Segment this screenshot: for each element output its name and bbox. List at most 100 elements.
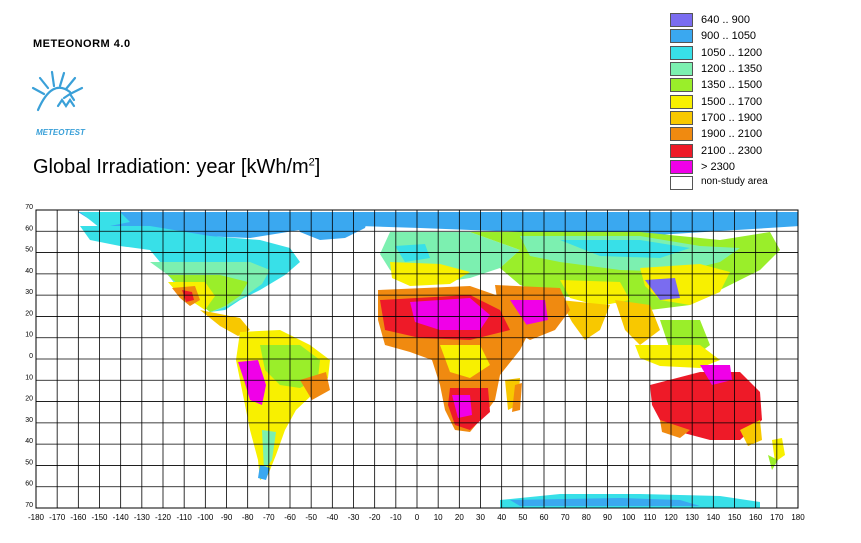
legend-item: 1050 .. 1200 (670, 45, 810, 61)
title-superscript: 2 (308, 156, 315, 169)
legend-swatch (670, 94, 693, 109)
latitude-label: 50 (25, 459, 33, 466)
longitude-label: 0 (415, 513, 420, 522)
legend-label: > 2300 (701, 160, 735, 173)
legend-item: 1350 .. 1500 (670, 77, 810, 93)
latitude-label: 60 (25, 481, 33, 488)
longitude-label: -60 (284, 513, 296, 522)
longitude-labels: -180 -170 -160 -150 -140 -130 -120 -110 -100 -90-… (28, 513, 805, 522)
longitude-label: 160 (749, 513, 763, 522)
brand-label: METEONORM 4.0 (33, 38, 131, 50)
longitude-label: -90 (221, 513, 233, 522)
longitude-label: 70 (561, 513, 570, 522)
legend-label: non-study area (701, 175, 768, 187)
sun-logo-icon (31, 70, 84, 112)
legend-swatch (670, 78, 693, 93)
legend-item: 900 .. 1050 (670, 28, 810, 44)
legend-swatch (670, 110, 693, 125)
latitude-labels: 70 60 50 40 30 20 10 0 10 20 30 40 50 60 70 (25, 204, 33, 509)
title-close: ] (314, 156, 321, 178)
legend-item: > 2300 (670, 159, 810, 175)
legend-swatch (670, 127, 693, 142)
longitude-label: 150 (728, 513, 742, 522)
legend-label: 1700 .. 1900 (701, 111, 763, 124)
legend-label: 1500 .. 1700 (701, 95, 763, 108)
latitude-label: 10 (25, 374, 33, 381)
latitude-label: 40 (25, 438, 33, 445)
legend-label: 1900 .. 2100 (701, 128, 763, 141)
map-title: Global Irradiation: year [kWh/m2] (33, 156, 320, 179)
legend-swatch (670, 159, 693, 174)
latitude-label: 70 (25, 502, 33, 509)
legend-label: 1350 .. 1500 (701, 79, 763, 92)
longitude-label: -160 (70, 513, 87, 522)
legend-label: 640 .. 900 (701, 14, 750, 27)
longitude-label: -20 (369, 513, 381, 522)
longitude-label: 50 (518, 513, 527, 522)
latitude-label: 20 (25, 310, 33, 317)
legend-item: 1200 .. 1350 (670, 61, 810, 77)
longitude-label: -150 (91, 513, 108, 522)
longitude-label: 110 (643, 513, 656, 522)
longitude-label: 30 (476, 513, 485, 522)
longitude-label: -70 (263, 513, 275, 522)
logo-text: METEOTEST (36, 128, 85, 137)
latitude-label: 30 (25, 289, 33, 296)
longitude-label: 180 (791, 513, 805, 522)
legend-item: 1700 .. 1900 (670, 110, 810, 126)
longitude-label: -110 (176, 513, 192, 522)
legend-label: 900 .. 1050 (701, 30, 757, 43)
longitude-label: -40 (327, 513, 339, 522)
legend-label: 2100 .. 2300 (701, 144, 763, 157)
legend-swatch (670, 62, 693, 77)
region-greenland (290, 212, 370, 240)
longitude-label: -30 (348, 513, 360, 522)
latitude-label: 50 (25, 247, 33, 254)
latitude-label: 70 (25, 204, 33, 211)
legend-swatch (670, 29, 693, 44)
legend-item: 640 .. 900 (670, 12, 810, 28)
legend-label: 1200 .. 1350 (701, 63, 763, 76)
longitude-label: -50 (305, 513, 317, 522)
legend-swatch (670, 45, 693, 60)
latitude-label: 60 (25, 225, 33, 232)
legend-item: 1900 .. 2100 (670, 126, 810, 142)
longitude-label: -130 (134, 513, 151, 522)
longitude-label: 170 (770, 513, 784, 522)
longitude-label: -170 (49, 513, 66, 522)
longitude-label: 120 (664, 513, 678, 522)
latitude-label: 0 (29, 353, 33, 360)
legend-swatch (670, 175, 693, 190)
latitude-label: 40 (25, 268, 33, 275)
longitude-label: -140 (113, 513, 130, 522)
longitude-label: -180 (28, 513, 45, 522)
longitude-label: -120 (155, 513, 172, 522)
longitude-label: 140 (707, 513, 721, 522)
longitude-label: 90 (603, 513, 612, 522)
longitude-label: -10 (390, 513, 402, 522)
longitude-label: 130 (685, 513, 699, 522)
longitude-label: 60 (540, 513, 549, 522)
longitude-label: 100 (622, 513, 636, 522)
legend: 640 .. 900 900 .. 1050 1050 .. 1200 1200 ..… (670, 12, 810, 190)
legend-swatch (670, 13, 693, 28)
legend-item: 1500 .. 1700 (670, 93, 810, 109)
latitude-label: 10 (25, 332, 33, 339)
longitude-label: -100 (197, 513, 214, 522)
legend-item-non-study: non-study area (670, 175, 810, 190)
longitude-label: 40 (497, 513, 506, 522)
legend-item: 2100 .. 2300 (670, 142, 810, 158)
longitude-label: 20 (455, 513, 464, 522)
latitude-label: 30 (25, 417, 33, 424)
legend-label: 1050 .. 1200 (701, 46, 763, 59)
longitude-label: 10 (434, 513, 443, 522)
longitude-label: 80 (582, 513, 591, 522)
map-regions (78, 212, 798, 508)
longitude-label: -80 (242, 513, 254, 522)
meteotest-logo: METEOTEST (30, 70, 120, 140)
title-text: Global Irradiation: year [kWh/m (33, 156, 309, 178)
legend-swatch (670, 143, 693, 158)
map-frame (35, 209, 799, 509)
latitude-label: 20 (25, 396, 33, 403)
